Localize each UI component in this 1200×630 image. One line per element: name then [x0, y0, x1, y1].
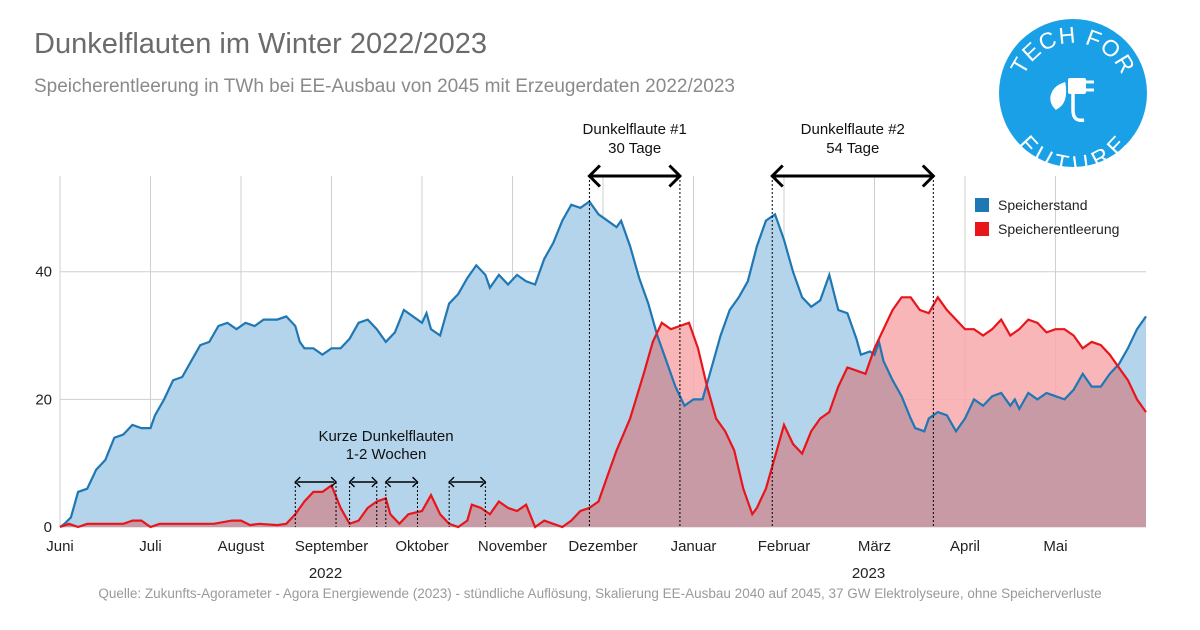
short-dunkelflaute-arrow	[294, 476, 338, 488]
x-tick-label: Juli	[139, 538, 162, 555]
year-label: 2023	[852, 565, 885, 582]
short-dunkelflaute-arrow	[384, 476, 419, 488]
arrow-head	[479, 476, 487, 488]
arrow-head	[668, 164, 683, 188]
x-tick-label: Oktober	[395, 538, 448, 555]
x-tick-label: April	[950, 538, 980, 555]
dunkelflaute-arrow-1	[587, 164, 683, 188]
dunkelflaute-label-2: Dunkelflaute #2	[801, 121, 905, 138]
area-layer	[59, 199, 1147, 529]
arrow-head	[770, 164, 784, 188]
y-tick-label: 0	[44, 519, 52, 536]
legend-label: Speicherstand	[998, 197, 1088, 213]
annotation-layer: Dunkelflaute #1 30 Tage Dunkelflaute #2 54 …	[294, 121, 936, 527]
dunkelflaute-arrow-2	[770, 164, 936, 188]
arrow-head	[412, 476, 419, 488]
arrow-head	[348, 476, 355, 488]
x-tick-label: März	[858, 538, 891, 555]
arrow-head	[371, 476, 378, 488]
axis-layer: 0 20 40 Juni Juli August September Oktober Novem…	[35, 264, 1067, 582]
plug-leaf-icon	[1050, 78, 1094, 123]
series-line-speicherentleerung	[59, 295, 1147, 529]
dunkelflaute-days-2: 54 Tage	[826, 140, 879, 157]
dunkelflaute-label-1: Dunkelflaute #1	[583, 121, 687, 138]
chart-title: Dunkelflauten im Winter 2022/2023	[34, 28, 487, 60]
arrow-head	[448, 476, 455, 488]
arrow-head	[384, 476, 392, 488]
chart-subtitle: Speicherentleerung in TWh bei EE-Ausbau …	[34, 76, 735, 97]
arrow-head	[921, 164, 936, 188]
x-tick-label: Februar	[758, 538, 811, 555]
y-tick-label: 20	[35, 391, 52, 408]
x-tick-label: September	[295, 538, 368, 555]
legend-swatch	[975, 198, 989, 212]
short-dunkelflaute-arrow	[348, 476, 378, 488]
x-tick-label: Mai	[1043, 538, 1067, 555]
arrow-head	[587, 164, 601, 188]
arrow-head	[294, 476, 301, 488]
short-dunkelflaute-arrow	[448, 476, 487, 488]
series-line-speicherstand	[59, 199, 1147, 528]
short-dunkelflaute-label: Kurze Dunkelflauten	[318, 428, 453, 445]
y-tick-label: 40	[35, 264, 52, 281]
x-tick-label: November	[478, 538, 547, 555]
x-tick-label: Januar	[671, 538, 717, 555]
year-label: 2022	[309, 565, 342, 582]
x-tick-label: August	[218, 538, 266, 555]
source-note: Quelle: Zukunfts-Agorameter - Agora Ener…	[98, 586, 1102, 601]
legend-label: Speicherentleerung	[998, 221, 1119, 237]
arrow-head	[330, 476, 338, 488]
x-tick-label: Dezember	[568, 538, 637, 555]
legend: Speicherstand Speicherentleerung	[975, 197, 1119, 237]
dunkelflaute-days-1: 30 Tage	[608, 140, 661, 157]
legend-swatch	[975, 222, 989, 236]
short-dunkelflaute-duration: 1-2 Wochen	[346, 446, 427, 463]
x-tick-label: Juni	[46, 538, 74, 555]
